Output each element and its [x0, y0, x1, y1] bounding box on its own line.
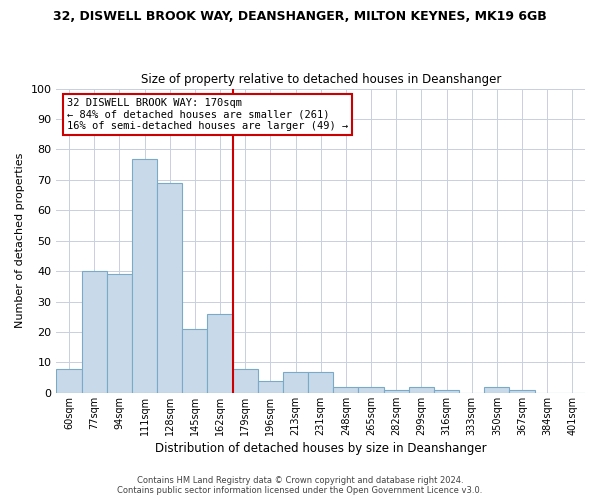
Bar — [182, 329, 208, 393]
Bar — [509, 390, 535, 393]
Bar — [308, 372, 333, 393]
Bar — [56, 368, 82, 393]
Bar — [409, 387, 434, 393]
Text: Contains HM Land Registry data © Crown copyright and database right 2024.
Contai: Contains HM Land Registry data © Crown c… — [118, 476, 482, 495]
Bar — [132, 158, 157, 393]
Text: 32, DISWELL BROOK WAY, DEANSHANGER, MILTON KEYNES, MK19 6GB: 32, DISWELL BROOK WAY, DEANSHANGER, MILT… — [53, 10, 547, 23]
Bar — [333, 387, 358, 393]
Bar — [82, 271, 107, 393]
Bar — [258, 380, 283, 393]
Bar — [383, 390, 409, 393]
Bar — [157, 183, 182, 393]
Bar — [283, 372, 308, 393]
Bar — [434, 390, 459, 393]
Y-axis label: Number of detached properties: Number of detached properties — [15, 153, 25, 328]
Bar — [358, 387, 383, 393]
Bar — [107, 274, 132, 393]
Bar — [484, 387, 509, 393]
Text: 32 DISWELL BROOK WAY: 170sqm
← 84% of detached houses are smaller (261)
16% of s: 32 DISWELL BROOK WAY: 170sqm ← 84% of de… — [67, 98, 348, 131]
X-axis label: Distribution of detached houses by size in Deanshanger: Distribution of detached houses by size … — [155, 442, 487, 455]
Bar — [208, 314, 233, 393]
Bar — [233, 368, 258, 393]
Title: Size of property relative to detached houses in Deanshanger: Size of property relative to detached ho… — [140, 73, 501, 86]
